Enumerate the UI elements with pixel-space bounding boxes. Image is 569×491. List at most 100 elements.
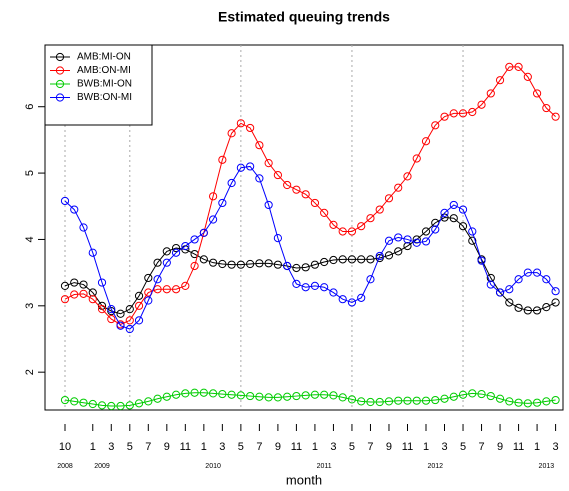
- point: [255, 259, 264, 268]
- x-tick-label: 1: [201, 441, 207, 453]
- point: [246, 259, 255, 269]
- chart-title: Estimated queuing trends: [218, 9, 390, 25]
- point: [551, 298, 560, 307]
- x-tick-label: 10: [59, 441, 71, 453]
- point: [181, 241, 190, 251]
- point: [505, 285, 514, 294]
- legend-label: BWB:MI-ON: [77, 79, 132, 90]
- point: [375, 397, 384, 407]
- point: [542, 275, 551, 284]
- point: [440, 213, 449, 222]
- point: [227, 390, 236, 399]
- point: [218, 259, 227, 269]
- point: [523, 268, 532, 277]
- point: [301, 283, 310, 292]
- x-tick-label: 7: [478, 441, 484, 453]
- point: [310, 281, 320, 290]
- x-tick-label: 5: [127, 441, 133, 453]
- point: [79, 223, 88, 232]
- point: [514, 398, 523, 407]
- point: [60, 196, 70, 206]
- point: [107, 401, 116, 411]
- point: [292, 263, 301, 273]
- point: [412, 154, 421, 163]
- point: [347, 298, 357, 307]
- x-tick-label: 11: [180, 441, 191, 453]
- x-tick-label: 3: [441, 441, 447, 453]
- legend-marker: [55, 79, 65, 89]
- y-tick-label: 6: [24, 104, 36, 110]
- point: [144, 296, 153, 305]
- point: [264, 259, 273, 268]
- point: [505, 397, 514, 406]
- point: [144, 273, 153, 283]
- year-label: 2011: [317, 463, 332, 470]
- point: [338, 227, 347, 236]
- point: [542, 303, 551, 312]
- point: [532, 306, 542, 315]
- point: [477, 256, 486, 265]
- point: [505, 298, 514, 307]
- point: [236, 260, 245, 269]
- point: [357, 255, 366, 264]
- point: [273, 170, 282, 180]
- point: [338, 295, 347, 304]
- point: [107, 305, 116, 314]
- x-tick-label: 11: [291, 441, 302, 453]
- point: [394, 183, 403, 192]
- point: [190, 235, 199, 244]
- point: [246, 123, 255, 133]
- point: [171, 285, 181, 294]
- point: [486, 273, 495, 283]
- x-tick-label: 1: [423, 441, 429, 453]
- legend-marker: [55, 66, 65, 75]
- point: [458, 205, 468, 214]
- point: [162, 258, 171, 267]
- x-tick-label: 1: [312, 441, 318, 453]
- point: [486, 391, 495, 401]
- point: [125, 305, 134, 314]
- y-tick-label: 2: [24, 369, 36, 375]
- point: [125, 401, 134, 410]
- point: [542, 103, 551, 113]
- point: [181, 389, 190, 398]
- x-tick-label: 7: [256, 441, 262, 453]
- point: [468, 389, 477, 398]
- point: [283, 261, 292, 271]
- point: [134, 291, 144, 300]
- point: [366, 214, 375, 223]
- legend-box: [44, 44, 153, 126]
- legend-label: AMB:ON-MI: [77, 65, 131, 76]
- x-tick-label: 5: [349, 441, 355, 453]
- point: [144, 397, 153, 406]
- point: [70, 397, 79, 406]
- point: [523, 72, 532, 81]
- point: [329, 255, 338, 265]
- point: [495, 394, 505, 403]
- point: [255, 174, 264, 183]
- point: [412, 396, 421, 405]
- point: [273, 393, 282, 402]
- point: [403, 396, 412, 405]
- point: [199, 228, 208, 237]
- point: [347, 395, 357, 404]
- point: [338, 255, 347, 264]
- point: [116, 401, 125, 411]
- x-tick-label: 9: [497, 441, 503, 453]
- point: [514, 303, 523, 312]
- point: [320, 208, 329, 217]
- plot-box: [44, 44, 564, 411]
- point: [134, 399, 144, 408]
- point: [329, 288, 338, 297]
- point: [70, 290, 79, 299]
- point: [227, 129, 236, 138]
- point: [209, 389, 218, 398]
- point: [246, 391, 255, 401]
- point: [88, 288, 97, 297]
- point: [477, 389, 486, 399]
- point: [97, 305, 107, 314]
- point: [273, 260, 282, 269]
- point: [357, 222, 366, 231]
- point: [357, 397, 366, 406]
